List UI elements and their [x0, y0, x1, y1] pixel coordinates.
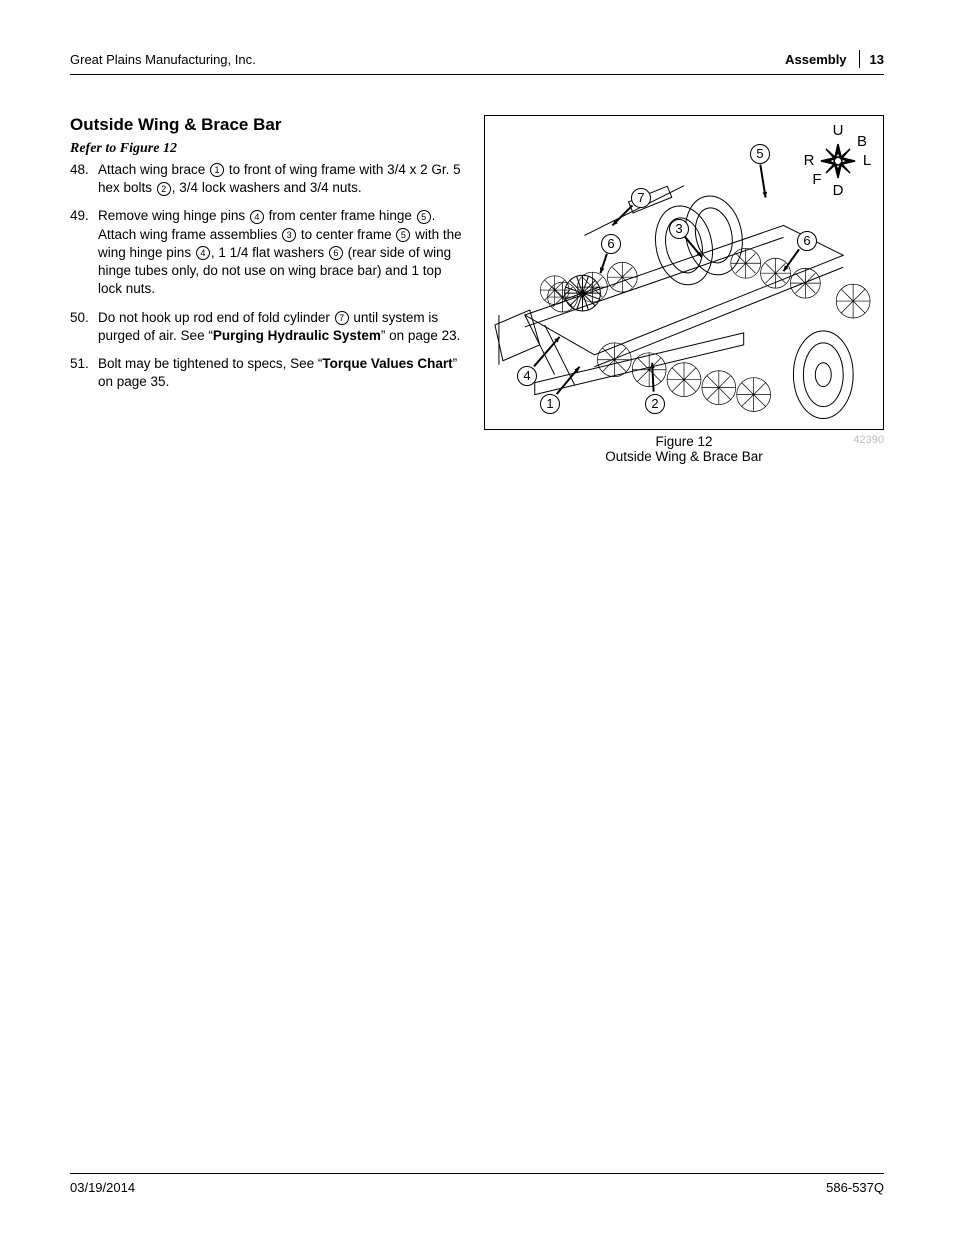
- compass-b: B: [857, 133, 867, 150]
- compass-u: U: [833, 122, 844, 139]
- compass-l: L: [863, 152, 871, 169]
- circled-ref-icon: 3: [282, 228, 296, 242]
- compass-f: F: [812, 171, 821, 188]
- step-item: 50.Do not hook up rod end of fold cylind…: [70, 309, 466, 345]
- step-item: 51.Bolt may be tightened to specs, See “…: [70, 355, 466, 391]
- circled-ref-icon: 1: [210, 163, 224, 177]
- circled-ref-icon: 5: [417, 210, 431, 224]
- section-title: Outside Wing & Brace Bar: [70, 115, 466, 135]
- circled-ref-icon: 7: [335, 311, 349, 325]
- step-number: 49.: [70, 207, 98, 298]
- bold-ref: Torque Values Chart: [322, 356, 452, 371]
- figure-column: U D R L F B 1 2 3 4 5 6 6 7 Figure 12 42390 Out…: [484, 115, 884, 464]
- step-text: Remove wing hinge pins 4 from center fra…: [98, 207, 466, 298]
- steps-list: 48.Attach wing brace 1 to front of wing …: [70, 161, 466, 391]
- callout-6-b: 6: [797, 231, 817, 251]
- callout-6: 6: [601, 234, 621, 254]
- figure-box: U D R L F B 1 2 3 4 5 6 6 7: [484, 115, 884, 430]
- step-number: 51.: [70, 355, 98, 391]
- step-text: Bolt may be tightened to specs, See “Tor…: [98, 355, 466, 391]
- header-right: Assembly 13: [785, 50, 884, 68]
- circled-ref-icon: 4: [250, 210, 264, 224]
- section-name: Assembly: [785, 52, 846, 67]
- step-item: 49.Remove wing hinge pins 4 from center …: [70, 207, 466, 298]
- bold-ref: Purging Hydraulic System: [213, 328, 381, 343]
- page-number: 13: [870, 52, 884, 67]
- step-text: Do not hook up rod end of fold cylinder …: [98, 309, 466, 345]
- figure-title: Outside Wing & Brace Bar: [605, 449, 763, 464]
- page-header: Great Plains Manufacturing, Inc. Assembl…: [70, 50, 884, 75]
- content-area: Outside Wing & Brace Bar Refer to Figure…: [70, 115, 884, 464]
- footer-doc: 586-537Q: [826, 1180, 884, 1195]
- text-column: Outside Wing & Brace Bar Refer to Figure…: [70, 115, 466, 464]
- circled-ref-icon: 2: [157, 182, 171, 196]
- callout-1: 1: [540, 394, 560, 414]
- refer-line: Refer to Figure 12: [70, 141, 466, 157]
- callout-3: 3: [669, 219, 689, 239]
- figure-caption: Figure 12 42390 Outside Wing & Brace Bar: [484, 434, 884, 464]
- circled-ref-icon: 6: [329, 246, 343, 260]
- callout-7: 7: [631, 188, 651, 208]
- compass-d: D: [833, 182, 844, 199]
- company-name: Great Plains Manufacturing, Inc.: [70, 52, 256, 67]
- compass-r: R: [804, 152, 815, 169]
- header-divider: [859, 50, 860, 68]
- circled-ref-icon: 4: [196, 246, 210, 260]
- step-text: Attach wing brace 1 to front of wing fra…: [98, 161, 466, 197]
- figure-image-number: 42390: [853, 434, 884, 446]
- figure-label: Figure 12: [655, 434, 712, 449]
- footer-date: 03/19/2014: [70, 1180, 135, 1195]
- page-footer: 03/19/2014 586-537Q: [70, 1173, 884, 1195]
- circled-ref-icon: 5: [396, 228, 410, 242]
- callout-4: 4: [517, 366, 537, 386]
- step-number: 50.: [70, 309, 98, 345]
- callout-2: 2: [645, 394, 665, 414]
- callout-5: 5: [750, 144, 770, 164]
- compass-icon: U D R L F B: [799, 122, 877, 200]
- step-number: 48.: [70, 161, 98, 197]
- step-item: 48.Attach wing brace 1 to front of wing …: [70, 161, 466, 197]
